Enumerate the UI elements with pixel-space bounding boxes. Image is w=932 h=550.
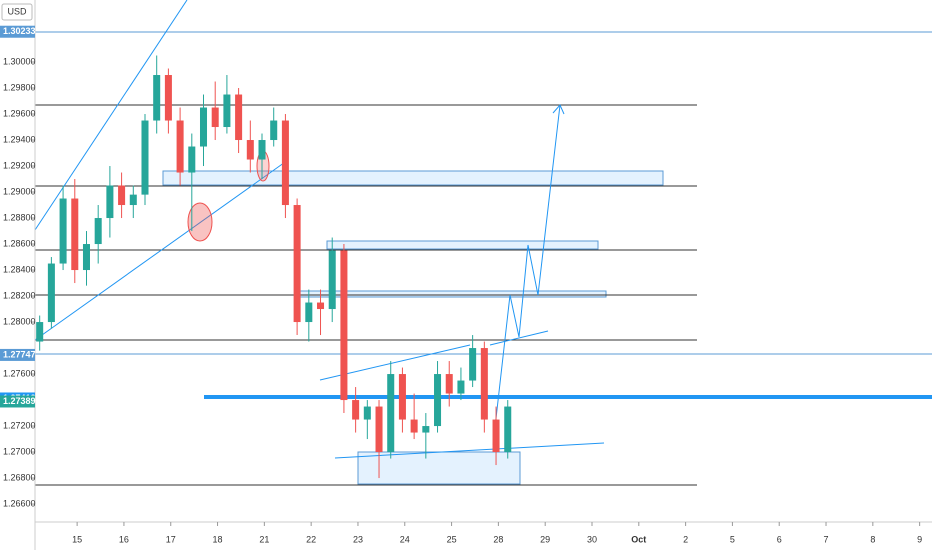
candle-body (328, 250, 336, 310)
y-tick-label: 1.27000 (3, 446, 36, 456)
candle-body (305, 302, 313, 323)
candle-body (293, 205, 301, 323)
price-label: 1.30233 (3, 26, 36, 36)
candle-body (281, 120, 289, 206)
trend-line (334, 442, 605, 459)
candle-body (387, 374, 395, 453)
candle-body (164, 75, 172, 121)
x-tick-label: Oct (631, 534, 646, 544)
y-tick-label: 1.28400 (3, 264, 36, 274)
y-tick-label: 1.26800 (3, 472, 36, 482)
candle-body (457, 380, 465, 394)
x-tick-label: 30 (587, 534, 597, 544)
y-tick-label: 1.27600 (3, 368, 36, 378)
x-tick-label: 2 (683, 534, 688, 544)
y-tick-label: 1.28600 (3, 238, 36, 248)
trend-line (489, 330, 549, 346)
candle-body (375, 406, 383, 453)
candle-body (504, 406, 512, 453)
candle-body (82, 244, 90, 271)
candle-body (235, 94, 243, 141)
highlight (187, 202, 213, 242)
x-tick-label: 22 (306, 534, 316, 544)
candle-body (422, 426, 430, 433)
arrow-head (552, 104, 565, 115)
price-label: 1.27389 (3, 396, 36, 406)
candle-body (445, 374, 453, 394)
trend-line (34, 0, 188, 231)
price-label-box (0, 348, 35, 361)
y-tick-label: 1.29000 (3, 186, 36, 196)
candle-body (270, 120, 278, 141)
candle-body (153, 75, 161, 121)
x-tick-label: 29 (540, 534, 550, 544)
x-tick-label: 6 (777, 534, 782, 544)
y-tick-label: 1.29800 (3, 82, 36, 92)
candle-body (410, 419, 418, 433)
candle-body (469, 348, 477, 381)
candle-body (340, 250, 348, 401)
candle-body (94, 218, 102, 245)
candle-body (480, 348, 488, 420)
y-tick-label: 1.29200 (3, 160, 36, 170)
currency-box (1, 3, 33, 21)
price-label-box (0, 395, 35, 408)
y-tick-label: 1.29400 (3, 134, 36, 144)
candle-body (36, 322, 44, 342)
zone (162, 170, 664, 186)
y-tick-label: 1.27200 (3, 420, 36, 430)
x-tick-label: 15 (72, 534, 82, 544)
zone (326, 240, 599, 250)
x-tick-label: 25 (447, 534, 457, 544)
candle-body (129, 194, 137, 206)
candle-body (141, 120, 149, 195)
candle-body (71, 198, 79, 271)
x-tick-label: 28 (493, 534, 503, 544)
candle-body (59, 198, 67, 264)
candle-body (176, 120, 184, 173)
candle-body (223, 94, 231, 128)
y-tick-label: 1.30000 (3, 56, 36, 66)
candle-body (199, 107, 208, 147)
candle-body (47, 263, 55, 323)
candle-body (363, 406, 371, 420)
x-tick-label: 21 (259, 534, 269, 544)
candle-body (106, 185, 114, 219)
x-tick-label: 17 (166, 534, 176, 544)
candle-body (434, 374, 442, 427)
x-tick-label: 5 (730, 534, 735, 544)
y-tick-label: 1.26600 (3, 498, 36, 508)
candle-body (188, 146, 196, 173)
price-label-box (0, 25, 35, 38)
x-tick-label: 23 (353, 534, 363, 544)
candle-body (258, 140, 266, 160)
y-tick-label: 1.28200 (3, 290, 36, 300)
price-label: 1.27747 (3, 349, 36, 359)
candle-body (211, 107, 219, 128)
x-tick-label: 24 (400, 534, 410, 544)
x-tick-label: 16 (119, 534, 129, 544)
candle-body (317, 302, 325, 310)
projection-path (492, 104, 561, 446)
y-tick-label: 1.28000 (3, 316, 36, 326)
candle-body (118, 185, 126, 206)
currency: USD (7, 6, 27, 16)
x-tick-label: 9 (917, 534, 922, 544)
candle-body (352, 400, 360, 420)
candle-body (398, 374, 406, 420)
x-tick-label: 8 (870, 534, 875, 544)
trend-line (34, 159, 289, 341)
candle-body (492, 419, 500, 453)
y-tick-label: 1.29600 (3, 108, 36, 118)
x-tick-label: 18 (213, 534, 223, 544)
x-tick-label: 7 (824, 534, 829, 544)
candle-body (246, 140, 254, 160)
y-tick-label: 1.28800 (3, 212, 36, 222)
